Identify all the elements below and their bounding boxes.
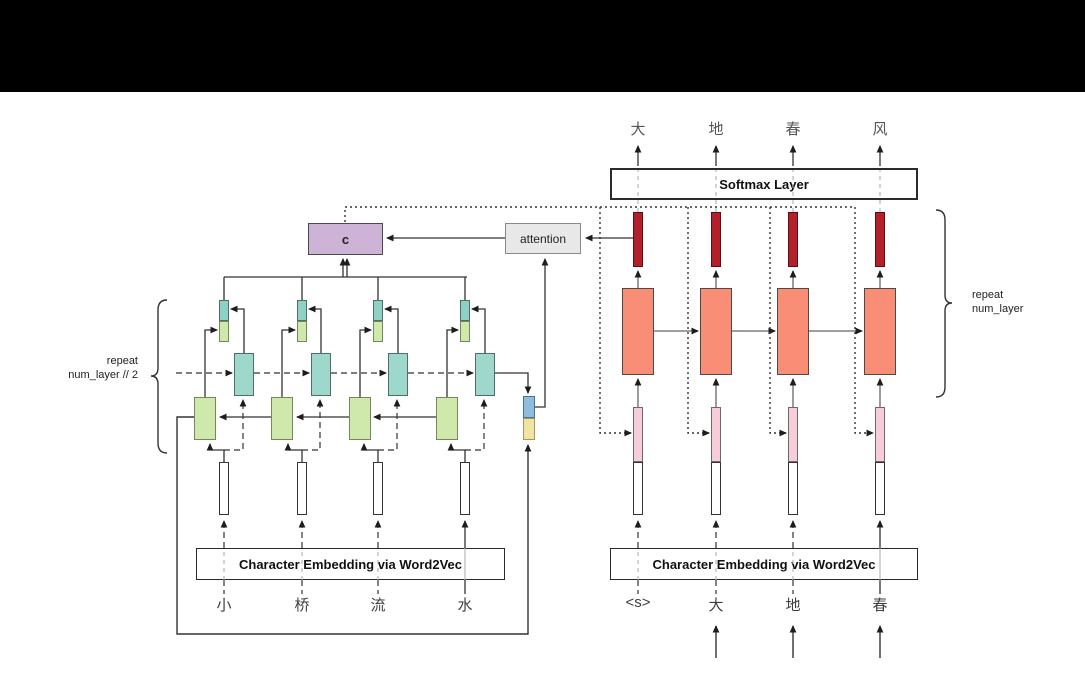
attention-box: attention: [505, 223, 581, 254]
decoder-context-input: [633, 407, 643, 462]
decoder-repeat-line1: repeat: [972, 289, 1004, 301]
encoder-concat-state-backward: [460, 321, 470, 342]
final-state-backward: [523, 418, 535, 440]
decoder-embedding-vector: [633, 462, 643, 515]
encoder-repeat-label: repeat num_layer // 2: [30, 354, 138, 382]
decoder-context-input: [788, 407, 798, 462]
encoder-concat-state-forward: [373, 300, 383, 321]
encoder-input-char: 桥: [294, 597, 310, 614]
decoder-input-char: 春: [872, 597, 888, 614]
encoder-embedding-vector: [460, 462, 470, 515]
decoder-output-state: [788, 212, 798, 267]
final-state-forward: [523, 396, 535, 418]
through-lines: [223, 170, 881, 580]
encoder-forward-lstm: [311, 353, 331, 396]
encoder-embedding-vector: [297, 462, 307, 515]
context-vector-box: c: [308, 223, 383, 255]
decoder-output-state: [875, 212, 885, 267]
decoder-context-input: [875, 407, 885, 462]
decoder-embedding-label: Character Embedding via Word2Vec: [652, 556, 876, 572]
encoder-input-char: 水: [457, 597, 473, 614]
softmax-layer-label: Softmax Layer: [719, 176, 809, 192]
solid-connectors: [176, 145, 884, 658]
dashed-connectors: [176, 369, 797, 594]
decoder-embedding-vector: [875, 462, 885, 515]
encoder-repeat-line2: num_layer // 2: [68, 369, 138, 381]
encoder-embedding-label: Character Embedding via Word2Vec: [239, 556, 462, 572]
decoder-input-char: 大: [708, 597, 724, 614]
encoder-concat-state-backward: [219, 321, 229, 342]
encoder-concat-state-forward: [460, 300, 470, 321]
encoder-embedding-vector: [219, 462, 229, 515]
decoder-output-char: 风: [872, 121, 888, 138]
decoder-lstm: [622, 288, 654, 375]
encoder-backward-lstm: [349, 397, 371, 440]
decoder-embedding-vector: [711, 462, 721, 515]
decoder-embedding-box: Character Embedding via Word2Vec: [610, 548, 918, 580]
attention-label: attention: [519, 231, 567, 246]
encoder-embedding-box: Character Embedding via Word2Vec: [196, 548, 505, 580]
decoder-input-char: 地: [785, 597, 801, 614]
decoder-repeat-line2: num_layer: [972, 303, 1024, 315]
encoder-forward-lstm: [475, 353, 495, 396]
decoder-lstm: [700, 288, 732, 375]
decoder-context-input: [711, 407, 721, 462]
decoder-input-char: <s>: [625, 594, 651, 611]
decoder-output-char: 地: [708, 121, 724, 138]
encoder-embedding-vector: [373, 462, 383, 515]
dotted-context-connectors: [344, 206, 874, 437]
encoder-repeat-line1: repeat: [106, 355, 138, 367]
decoder-output-char: 大: [630, 121, 646, 138]
decoder-output-state: [633, 212, 643, 267]
decoder-output-state: [711, 212, 721, 267]
encoder-backward-lstm: [194, 397, 216, 440]
encoder-concat-state-backward: [297, 321, 307, 342]
encoder-repeat-brace: [150, 299, 168, 454]
softmax-layer-box: Softmax Layer: [610, 168, 918, 200]
encoder-backward-lstm: [436, 397, 458, 440]
decoder-repeat-label: repeat num_layer: [972, 288, 1072, 316]
encoder-concat-state-forward: [297, 300, 307, 321]
repeat-braces: [150, 209, 953, 454]
letterbox-top: [0, 0, 1085, 92]
decoder-stack-connectors: [634, 270, 884, 407]
encoder-backward-lstm: [271, 397, 293, 440]
encoder-concat-state-backward: [373, 321, 383, 342]
encoder-input-char: 小: [216, 597, 232, 614]
decoder-lstm: [864, 288, 896, 375]
decoder-lstm: [777, 288, 809, 375]
decoder-output-char: 春: [785, 121, 801, 138]
encoder-input-char: 流: [370, 597, 386, 614]
decoder-repeat-brace: [935, 209, 953, 398]
encoder-forward-lstm: [234, 353, 254, 396]
context-vector-label: c: [341, 231, 350, 247]
decoder-embedding-vector: [788, 462, 798, 515]
encoder-forward-lstm: [388, 353, 408, 396]
encoder-concat-state-forward: [219, 300, 229, 321]
